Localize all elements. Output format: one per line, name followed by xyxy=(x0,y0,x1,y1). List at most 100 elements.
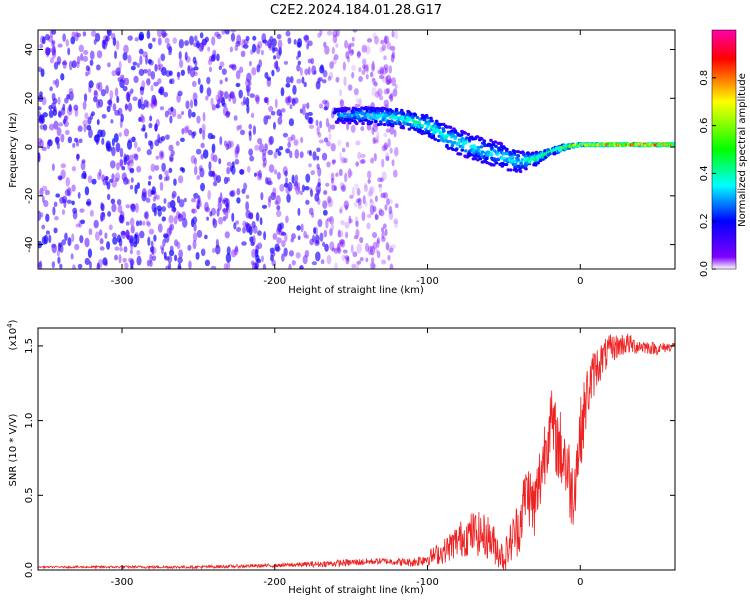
noise-blob xyxy=(74,107,79,117)
noise-blob xyxy=(361,69,366,75)
noise-blob xyxy=(325,219,329,229)
noise-blob xyxy=(272,187,277,197)
noise-blob xyxy=(260,255,264,263)
noise-blob xyxy=(326,161,331,168)
noise-blob xyxy=(161,162,166,172)
noise-blob xyxy=(221,97,226,106)
signal-blob xyxy=(350,119,354,123)
colorbar-tick-label: 0.6 xyxy=(699,118,710,134)
noise-blob xyxy=(339,239,345,245)
signal-blob xyxy=(536,161,540,165)
noise-blob xyxy=(355,140,361,146)
noise-blob xyxy=(374,195,378,203)
noise-blob xyxy=(307,40,313,47)
noise-blob xyxy=(273,55,277,60)
noise-blob xyxy=(193,192,199,199)
noise-blob xyxy=(371,77,376,83)
noise-blob xyxy=(315,184,322,194)
signal-blob xyxy=(472,151,476,155)
noise-blob xyxy=(336,242,340,252)
noise-blob xyxy=(372,123,379,133)
noise-blob xyxy=(80,53,84,62)
noise-blob xyxy=(72,207,78,214)
noise-blob xyxy=(301,184,306,193)
noise-blob xyxy=(257,172,263,181)
noise-blob xyxy=(258,143,265,153)
noise-blob xyxy=(61,195,68,204)
signal-blob xyxy=(489,143,493,148)
noise-blob xyxy=(308,163,312,168)
noise-blob xyxy=(285,30,291,37)
noise-blob xyxy=(276,237,282,244)
noise-blob xyxy=(145,197,151,203)
noise-blob xyxy=(154,63,158,72)
noise-blob xyxy=(99,246,105,251)
noise-blob xyxy=(276,49,281,60)
signal-blob xyxy=(385,113,389,118)
noise-blob xyxy=(106,193,111,201)
noise-blob xyxy=(178,249,184,259)
noise-blob xyxy=(366,213,372,219)
noise-blob xyxy=(152,196,157,202)
noise-blob xyxy=(372,32,377,39)
noise-blob xyxy=(38,114,44,125)
noise-blob xyxy=(154,164,160,171)
noise-blob xyxy=(388,205,393,215)
noise-blob xyxy=(76,153,80,162)
noise-blob xyxy=(389,92,394,103)
signal-blob xyxy=(485,161,489,165)
noise-blob xyxy=(212,217,216,226)
noise-blob xyxy=(108,224,113,231)
noise-blob xyxy=(223,176,229,185)
noise-blob xyxy=(288,118,295,127)
noise-blob xyxy=(272,232,278,240)
noise-blob xyxy=(322,200,328,209)
signal-blob xyxy=(479,137,484,141)
noise-blob xyxy=(331,46,335,55)
noise-blob xyxy=(257,230,262,236)
noise-blob xyxy=(243,39,249,45)
noise-blob xyxy=(384,228,388,237)
noise-blob xyxy=(120,230,127,239)
noise-blob xyxy=(268,195,272,203)
noise-blob xyxy=(123,128,130,137)
spectrogram-y-tick-label: 40 xyxy=(24,43,35,56)
noise-blob xyxy=(57,96,61,105)
noise-blob xyxy=(304,112,309,120)
noise-blob xyxy=(372,136,378,144)
signal-blob xyxy=(480,150,485,154)
noise-blob xyxy=(377,177,382,183)
noise-blob xyxy=(317,177,321,186)
noise-blob xyxy=(358,75,363,82)
signal-blob xyxy=(469,145,473,149)
noise-blob xyxy=(291,98,296,107)
noise-blob xyxy=(348,49,354,56)
noise-blob xyxy=(164,233,170,243)
noise-blob xyxy=(121,77,126,83)
noise-blob xyxy=(333,185,338,192)
noise-blob xyxy=(158,150,165,160)
noise-blob xyxy=(356,243,362,254)
noise-blob xyxy=(290,237,295,243)
signal-blob xyxy=(524,167,528,171)
noise-blob xyxy=(126,161,130,166)
noise-blob xyxy=(51,46,56,56)
noise-blob xyxy=(132,96,138,102)
noise-blob xyxy=(164,110,169,118)
noise-blob xyxy=(257,242,263,250)
noise-blob xyxy=(285,76,291,84)
noise-blob xyxy=(243,43,249,49)
noise-blob xyxy=(67,47,71,56)
snr-x-tick-label: -300 xyxy=(111,577,134,588)
noise-blob xyxy=(147,236,151,247)
noise-blob xyxy=(276,227,282,235)
noise-blob xyxy=(321,152,328,161)
noise-blob xyxy=(369,198,373,203)
noise-blob xyxy=(339,181,345,190)
noise-blob xyxy=(273,151,278,159)
noise-blob xyxy=(195,148,202,155)
signal-blob xyxy=(430,119,434,123)
signal-blob xyxy=(397,121,402,125)
noise-blob xyxy=(207,189,211,200)
noise-blob xyxy=(129,168,135,174)
